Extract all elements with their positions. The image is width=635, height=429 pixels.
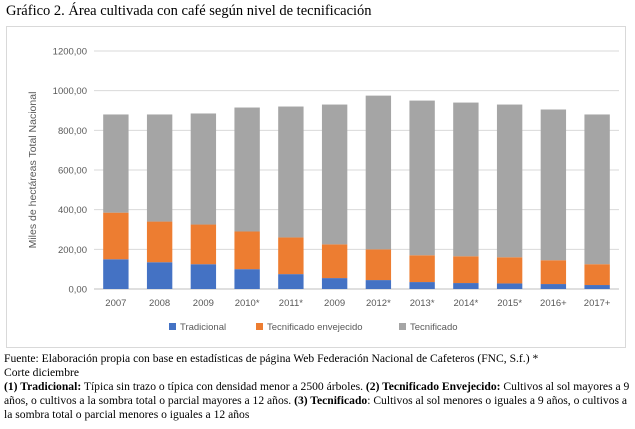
source-line2: Corte diciembre bbox=[4, 366, 80, 379]
stacked-bar-chart: 0,00 200,00 400,00 600,00 800,00 1000,00 1200,… bbox=[27, 47, 619, 333]
note3-label: (3) Tecnificado bbox=[294, 394, 368, 407]
figure-title: Gráfico 2. Área cultivada con café según… bbox=[6, 3, 372, 19]
bar-segment bbox=[540, 260, 567, 285]
bar-segment bbox=[234, 107, 260, 232]
note1-label: (1) Tradicional: bbox=[4, 380, 82, 393]
bar-segment bbox=[190, 113, 217, 225]
bar-segment bbox=[146, 114, 173, 222]
x-tick-label: 2014* bbox=[453, 298, 478, 309]
legend-swatch bbox=[256, 323, 263, 330]
bar-segment bbox=[584, 114, 610, 265]
legend-label: Tradicional bbox=[180, 322, 226, 333]
x-tick-label: 2015* bbox=[497, 298, 522, 309]
chart-frame: 0,00 200,00 400,00 600,00 800,00 1000,00 1200,… bbox=[6, 26, 626, 348]
source-note: Fuente: Elaboración propia con base en e… bbox=[4, 352, 632, 422]
note3-text: : Cultivos al sol menores o iguales a 9 … bbox=[4, 394, 628, 421]
y-tick-label: 600,00 bbox=[58, 166, 87, 177]
bar-segment bbox=[321, 244, 348, 279]
bar-segment bbox=[540, 109, 567, 261]
bar-segment bbox=[103, 114, 129, 213]
note2-text: Cultivos al sol mayores a 9 años, o cult… bbox=[4, 380, 630, 407]
x-tick-label: 2012* bbox=[366, 298, 391, 309]
bar-segment bbox=[278, 274, 304, 289]
y-tick-label: 800,00 bbox=[58, 126, 87, 137]
bar-segment bbox=[453, 102, 479, 257]
y-tick-label: 1000,00 bbox=[53, 86, 87, 97]
bar-segment bbox=[453, 256, 479, 284]
bar-segment bbox=[234, 269, 260, 289]
bars bbox=[103, 95, 610, 289]
x-tick-label: 2013* bbox=[410, 298, 435, 309]
bar-segment bbox=[234, 231, 260, 270]
legend-swatch bbox=[169, 323, 176, 330]
bar-segment bbox=[103, 259, 129, 289]
bar-segment bbox=[278, 237, 304, 275]
bar-segment bbox=[496, 283, 523, 289]
bar-segment bbox=[584, 264, 610, 286]
x-tick-label: 2016+ bbox=[540, 298, 567, 309]
legend-label: Tecnificado bbox=[410, 322, 458, 333]
source-line1: Fuente: Elaboración propia con base en e… bbox=[4, 352, 539, 365]
x-tick-label: 2007 bbox=[105, 298, 126, 309]
bar-segment bbox=[365, 249, 392, 281]
x-tick-label: 2008 bbox=[149, 298, 170, 309]
x-tick-labels: 2007 2008 2009 2010* 2011* 2009 2012* 2013* 2014… bbox=[105, 298, 611, 309]
gridlines bbox=[94, 50, 619, 290]
bar-segment bbox=[146, 221, 173, 263]
legend-label: Tecnificado envejecido bbox=[267, 322, 363, 333]
note1-text: Típica sin trazo o típica con densidad m… bbox=[81, 380, 366, 393]
legend-swatch bbox=[399, 323, 406, 330]
bar-segment bbox=[453, 283, 479, 289]
y-axis-label: Miles de hectáreas Total Nacional bbox=[27, 92, 39, 249]
x-tick-label: 2017+ bbox=[584, 298, 611, 309]
bar-segment bbox=[190, 224, 217, 265]
bar-segment bbox=[584, 285, 610, 289]
y-tick-label: 0,00 bbox=[69, 285, 88, 296]
y-tick-label: 400,00 bbox=[58, 205, 87, 216]
bar-segment bbox=[190, 264, 217, 289]
bar-segment bbox=[321, 278, 348, 289]
bar-segment bbox=[496, 104, 523, 258]
bar-segment bbox=[409, 255, 435, 283]
bar-segment bbox=[409, 282, 435, 289]
bar-segment bbox=[365, 280, 392, 289]
note2-label: (2) Tecnificado Envejecido: bbox=[365, 380, 501, 393]
x-tick-label: 2009 bbox=[193, 298, 214, 309]
legend: Tradicional Tecnificado envejecido Tecnifi… bbox=[169, 322, 458, 333]
x-tick-label: 2010* bbox=[235, 298, 260, 309]
bar-segment bbox=[103, 212, 129, 260]
bar-segment bbox=[321, 104, 348, 245]
y-tick-label: 200,00 bbox=[58, 245, 87, 256]
bar-segment bbox=[496, 257, 523, 284]
bar-segment bbox=[146, 262, 173, 289]
bar-segment bbox=[278, 106, 304, 238]
bar-segment bbox=[365, 95, 392, 250]
x-tick-label: 2009 bbox=[324, 298, 345, 309]
y-tick-labels: 0,00 200,00 400,00 600,00 800,00 1000,00 1200,… bbox=[53, 47, 87, 296]
y-tick-label: 1200,00 bbox=[53, 47, 87, 58]
bar-segment bbox=[540, 284, 567, 289]
bar-segment bbox=[409, 100, 435, 256]
x-tick-label: 2011* bbox=[279, 298, 303, 309]
